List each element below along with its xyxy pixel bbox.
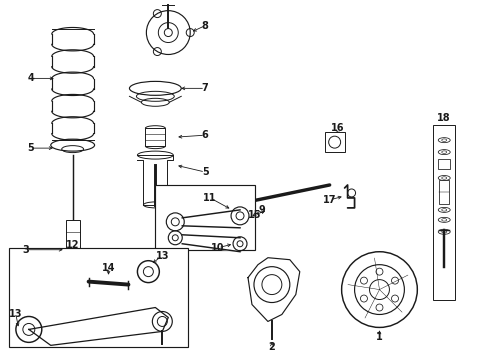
Text: 13: 13 xyxy=(9,310,23,319)
Text: 5: 5 xyxy=(202,167,209,177)
Bar xyxy=(433,125,455,300)
Text: 10: 10 xyxy=(211,243,225,253)
Text: 15: 15 xyxy=(248,210,262,220)
Bar xyxy=(146,128,165,146)
Text: 4: 4 xyxy=(27,73,34,84)
Text: 12: 12 xyxy=(66,240,79,250)
Text: 6: 6 xyxy=(202,130,209,140)
Bar xyxy=(9,248,188,347)
Text: 14: 14 xyxy=(102,263,115,273)
Bar xyxy=(325,132,344,152)
Text: 7: 7 xyxy=(202,84,209,93)
Polygon shape xyxy=(29,307,168,345)
Text: 18: 18 xyxy=(438,113,451,123)
Text: 2: 2 xyxy=(269,342,275,352)
Text: 11: 11 xyxy=(203,193,217,203)
Polygon shape xyxy=(137,155,173,205)
Polygon shape xyxy=(180,232,240,252)
Bar xyxy=(66,220,80,275)
Bar xyxy=(155,185,255,250)
Text: 16: 16 xyxy=(331,123,344,133)
Text: 9: 9 xyxy=(259,205,265,215)
Text: 17: 17 xyxy=(323,195,337,205)
Bar xyxy=(439,180,449,204)
Polygon shape xyxy=(248,258,300,321)
Text: 5: 5 xyxy=(27,143,34,153)
Text: 13: 13 xyxy=(155,251,169,261)
Text: 3: 3 xyxy=(23,245,29,255)
Text: 1: 1 xyxy=(376,332,383,342)
Bar xyxy=(438,159,450,169)
Text: 8: 8 xyxy=(202,21,209,31)
Polygon shape xyxy=(180,210,240,228)
